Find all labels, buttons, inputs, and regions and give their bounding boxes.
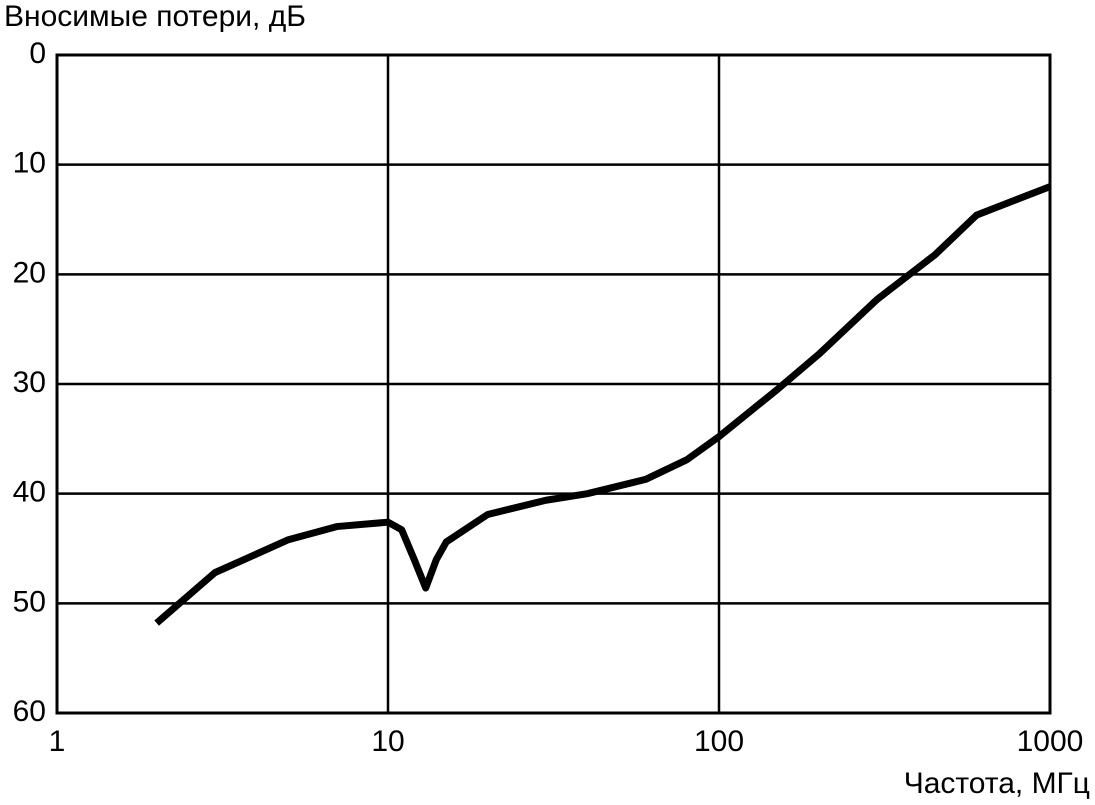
x-axis-label: Частота, МГц bbox=[904, 767, 1090, 800]
data-line bbox=[154, 183, 1052, 626]
y-tick-label: 30 bbox=[13, 366, 46, 399]
y-tick-label: 50 bbox=[13, 585, 46, 618]
x-tick-label: 1 bbox=[49, 725, 66, 758]
y-tick-label: 10 bbox=[13, 147, 46, 180]
x-tick-label: 1000 bbox=[1017, 725, 1084, 758]
y-tick-label: 20 bbox=[13, 256, 46, 289]
y-tick-label: 60 bbox=[13, 695, 46, 728]
x-tick-label: 10 bbox=[371, 725, 404, 758]
chart-title: Вносимые потери, дБ bbox=[4, 0, 306, 33]
y-tick-label: 40 bbox=[13, 476, 46, 509]
x-tick-label: 100 bbox=[694, 725, 744, 758]
y-tick-label: 0 bbox=[29, 37, 46, 70]
